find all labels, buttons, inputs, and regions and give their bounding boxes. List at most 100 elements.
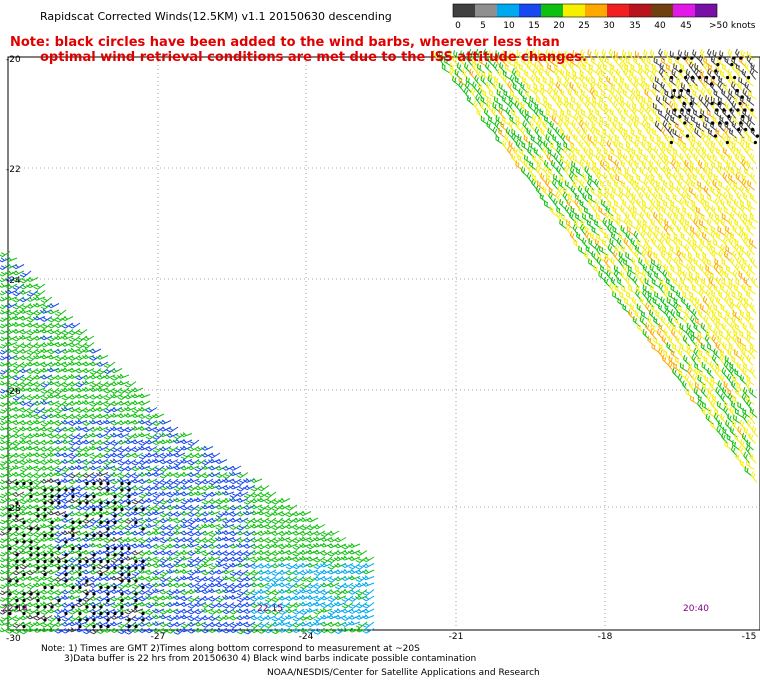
quality-flag (78, 559, 82, 564)
quality-flag (134, 598, 138, 603)
wind-barb (54, 329, 67, 336)
quality-flag (106, 585, 110, 590)
quality-flag (15, 566, 19, 570)
legend-tick-10: 10 (503, 21, 515, 31)
quality-flag (43, 553, 47, 557)
lat-label-20s: -20 (6, 55, 21, 65)
wind-barb (54, 322, 67, 329)
quality-flag (739, 121, 743, 125)
wind-barb (89, 368, 102, 375)
quality-flag (36, 507, 40, 512)
quality-flag (689, 101, 693, 106)
wind-barb (12, 381, 25, 387)
wind-barb (4, 341, 18, 347)
wind-barb (26, 296, 39, 302)
wind-barb (47, 335, 60, 342)
quality-flag (686, 88, 690, 93)
wind-barb (54, 381, 67, 387)
quality-flag (733, 75, 737, 80)
quality-flag (99, 514, 103, 518)
quality-flag (106, 501, 110, 505)
wind-barb (40, 316, 53, 322)
quality-flag (141, 611, 145, 616)
quality-flag (15, 579, 19, 583)
quality-flag (113, 566, 117, 570)
quality-flag (106, 624, 110, 629)
wind-barb (110, 374, 123, 381)
wind-barb (61, 348, 74, 354)
quality-flag (99, 559, 103, 564)
wind-barb (47, 316, 60, 323)
wind-barb (5, 283, 18, 290)
quality-flag (78, 585, 82, 590)
quality-flag (99, 611, 103, 616)
wind-barb (81, 354, 95, 360)
wind-barb (40, 381, 53, 388)
quality-flag (43, 494, 47, 499)
wind-barb (75, 355, 88, 361)
quality-flag (71, 520, 75, 525)
quality-flag (57, 501, 61, 505)
wind-barb (96, 361, 109, 367)
legend-swatch (563, 4, 585, 17)
quality-flag (705, 75, 709, 80)
wind-barb (12, 374, 25, 381)
quality-flag (57, 494, 61, 499)
quality-flag (106, 546, 110, 551)
wind-barb (47, 303, 60, 309)
wind-barb (26, 316, 39, 323)
wind-barb (19, 270, 32, 278)
wind-barb (26, 355, 39, 362)
quality-flag (669, 140, 673, 145)
wind-barb (32, 328, 46, 334)
quality-flag (127, 618, 131, 622)
wind-barb (68, 342, 81, 348)
quality-flag (64, 572, 68, 577)
quality-flag (712, 75, 716, 80)
wind-barb (68, 329, 81, 336)
wind-barb (32, 302, 46, 308)
quality-flag (718, 56, 722, 60)
quality-flag (106, 481, 110, 486)
quality-flag (43, 566, 47, 570)
legend-unit-label: >50 knots (709, 21, 756, 31)
quality-flag (682, 101, 686, 106)
quality-flag (50, 494, 54, 499)
wind-barb (12, 335, 25, 342)
quality-flag (713, 134, 718, 138)
quality-flag (127, 579, 131, 583)
wind-barb (19, 315, 32, 321)
quality-flag (699, 114, 703, 119)
quality-flag (127, 546, 131, 551)
quality-flag (71, 546, 75, 551)
wind-barb (67, 347, 81, 353)
wind-barb (89, 348, 102, 354)
quality-flag (725, 140, 729, 145)
wind-barb (33, 309, 46, 316)
quality-flag (683, 56, 687, 60)
quality-flag (732, 56, 736, 60)
wind-barb (19, 289, 32, 295)
wind-barb (5, 303, 18, 309)
quality-flag (71, 585, 75, 590)
footer-line-2: 3)Data buffer is 22 hrs from 20150630 4)… (64, 654, 476, 664)
wind-barb (19, 342, 32, 349)
quality-flag (92, 618, 96, 622)
wind-barb (54, 309, 67, 317)
quality-flag (106, 566, 110, 570)
quality-flag (716, 62, 720, 67)
quality-flag (120, 598, 124, 603)
quality-flag (751, 127, 755, 132)
quality-flag (673, 108, 677, 112)
quality-flag (740, 95, 744, 99)
quality-flag (36, 546, 40, 551)
legend-tick-20: 20 (553, 21, 565, 31)
wind-barb (0, 348, 11, 355)
quality-flag (50, 520, 54, 525)
quality-flag (726, 75, 730, 80)
quality-flag (99, 605, 103, 609)
quality-flag (120, 481, 124, 486)
quality-flag (64, 553, 68, 557)
quality-flag (22, 598, 26, 603)
quality-flag (78, 566, 82, 570)
